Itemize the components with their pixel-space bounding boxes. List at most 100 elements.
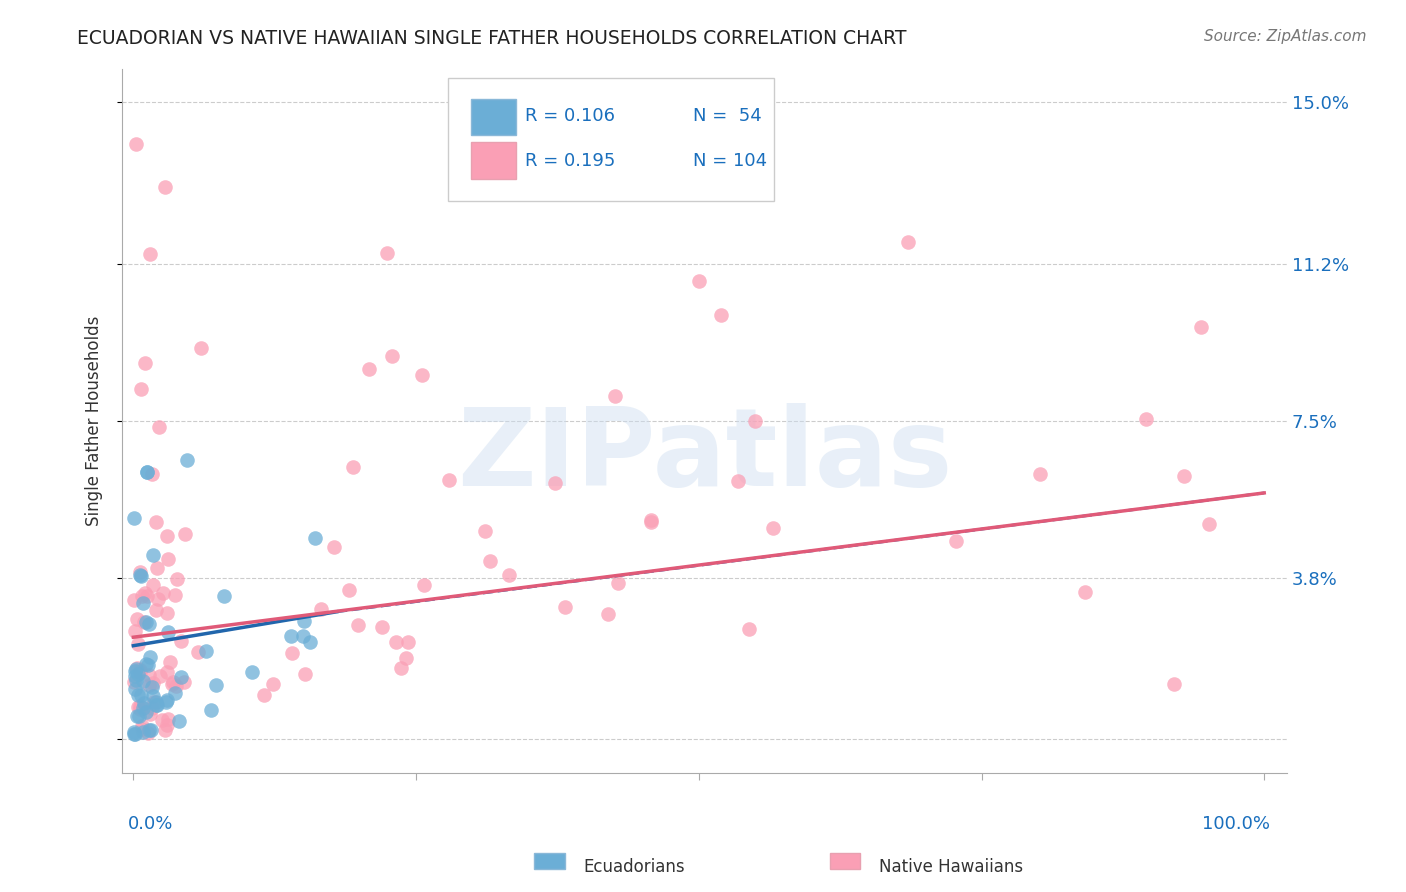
Point	[370, 620, 392, 634]
Point	[155, 695, 177, 709]
Point	[498, 567, 520, 582]
Point	[124, 726, 146, 740]
Point	[125, 709, 148, 723]
Point	[280, 629, 302, 643]
Point	[141, 701, 163, 715]
Point	[131, 719, 153, 733]
Text: R = 0.106: R = 0.106	[524, 107, 614, 126]
Text: Ecuadorians: Ecuadorians	[583, 858, 685, 876]
Point	[166, 572, 188, 586]
Point	[142, 675, 165, 690]
Point	[194, 644, 217, 658]
Point	[727, 474, 749, 488]
Point	[125, 662, 148, 676]
Point	[135, 615, 157, 629]
Point	[129, 699, 152, 714]
Point	[212, 589, 235, 603]
Point	[304, 531, 326, 545]
Point	[128, 702, 150, 716]
Point	[173, 674, 195, 689]
Point	[143, 695, 166, 709]
Point	[174, 526, 197, 541]
Point	[389, 660, 412, 674]
Point	[156, 693, 179, 707]
Text: 0.0%: 0.0%	[128, 815, 173, 833]
Point	[135, 657, 157, 671]
Point	[156, 665, 179, 679]
Point	[945, 534, 967, 549]
Point	[138, 668, 160, 682]
Point	[1135, 412, 1157, 426]
Point	[129, 689, 152, 703]
Point	[132, 674, 155, 689]
Text: N = 104: N = 104	[693, 152, 766, 169]
Point	[738, 622, 761, 636]
Point	[141, 680, 163, 694]
Point	[311, 601, 333, 615]
Point	[162, 675, 184, 690]
Point	[127, 612, 149, 626]
Point	[375, 246, 398, 260]
Point	[134, 586, 156, 600]
Point	[200, 703, 222, 717]
Point	[253, 688, 276, 702]
Point	[176, 452, 198, 467]
Point	[138, 617, 160, 632]
Point	[160, 677, 183, 691]
Point	[384, 635, 406, 649]
Point	[139, 649, 162, 664]
Point	[322, 540, 344, 554]
Text: R = 0.195: R = 0.195	[524, 152, 616, 169]
Point	[710, 308, 733, 322]
Point	[134, 356, 156, 370]
Point	[170, 670, 193, 684]
Point	[139, 723, 162, 737]
Point	[152, 586, 174, 600]
Text: 100.0%: 100.0%	[1202, 815, 1270, 833]
Point	[145, 695, 167, 709]
Point	[132, 697, 155, 711]
Point	[124, 669, 146, 683]
Point	[294, 666, 316, 681]
Point	[131, 589, 153, 603]
Point	[170, 634, 193, 648]
Point	[381, 349, 404, 363]
Point	[190, 341, 212, 355]
Text: Source: ZipAtlas.com: Source: ZipAtlas.com	[1204, 29, 1367, 44]
Point	[129, 565, 152, 579]
Point	[139, 707, 162, 722]
Point	[124, 592, 146, 607]
Y-axis label: Single Father Households: Single Father Households	[86, 316, 103, 526]
Point	[135, 465, 157, 479]
Point	[129, 569, 152, 583]
Point	[145, 515, 167, 529]
Point	[124, 674, 146, 689]
Point	[897, 235, 920, 249]
Point	[124, 664, 146, 678]
Point	[124, 511, 146, 525]
Point	[127, 688, 149, 702]
Point	[125, 137, 148, 152]
Point	[396, 635, 419, 649]
Point	[1198, 516, 1220, 531]
Point	[262, 677, 284, 691]
Point	[142, 578, 165, 592]
Point	[411, 368, 433, 383]
Point	[205, 678, 228, 692]
Point	[412, 577, 434, 591]
Point	[150, 713, 173, 727]
Point	[478, 554, 501, 568]
Point	[136, 725, 159, 739]
Point	[167, 714, 190, 729]
Point	[127, 667, 149, 681]
Point	[135, 705, 157, 719]
Point	[124, 727, 146, 741]
Point	[128, 568, 150, 582]
Point	[605, 389, 627, 403]
Point	[163, 686, 186, 700]
Point	[141, 467, 163, 481]
Point	[136, 465, 159, 479]
Point	[165, 679, 187, 693]
Point	[146, 592, 169, 607]
Point	[299, 634, 322, 648]
